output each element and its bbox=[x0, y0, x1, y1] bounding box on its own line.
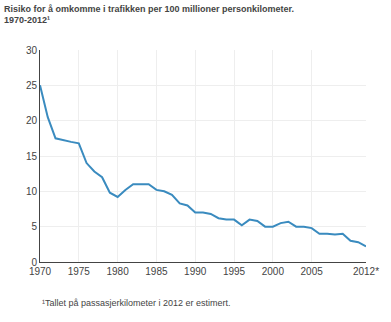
svg-text:1975: 1975 bbox=[68, 266, 91, 277]
svg-text:1985: 1985 bbox=[145, 266, 168, 277]
svg-text:Risiko for å omkomme i trafikk: Risiko for å omkomme i trafikken per 100… bbox=[4, 4, 294, 26]
svg-text:25: 25 bbox=[26, 80, 38, 91]
svg-text:1970: 1970 bbox=[29, 266, 52, 277]
svg-text:1995: 1995 bbox=[223, 266, 246, 277]
svg-text:2005: 2005 bbox=[301, 266, 324, 277]
svg-text:20: 20 bbox=[26, 115, 38, 126]
svg-text:0: 0 bbox=[31, 257, 37, 268]
svg-text:30: 30 bbox=[26, 45, 38, 56]
svg-text:2012*: 2012* bbox=[353, 266, 379, 277]
svg-text:15: 15 bbox=[26, 151, 38, 162]
svg-text:1980: 1980 bbox=[106, 266, 129, 277]
svg-text:10: 10 bbox=[26, 186, 38, 197]
svg-text:5: 5 bbox=[31, 221, 37, 232]
svg-text:1990: 1990 bbox=[184, 266, 207, 277]
svg-text:¹Tallet på passasjerkilometer: ¹Tallet på passasjerkilometer i 2012 er … bbox=[42, 298, 231, 308]
svg-text:2000: 2000 bbox=[262, 266, 285, 277]
